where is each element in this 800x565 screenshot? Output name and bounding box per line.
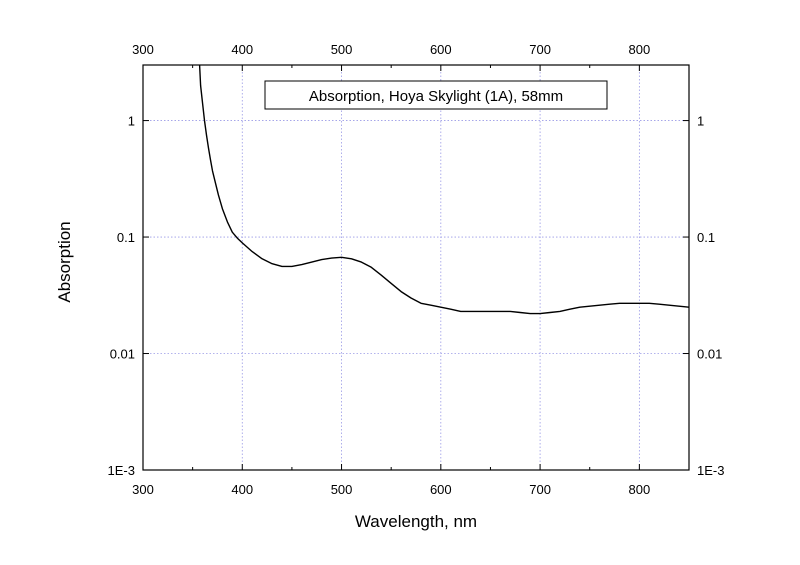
y-tick-label-left: 1 <box>128 114 135 129</box>
axis-ticks <box>142 65 689 471</box>
x-tick-label-bottom: 300 <box>132 482 154 497</box>
y-axis-label: Absorption <box>55 221 74 302</box>
x-tick-label-bottom: 700 <box>529 482 551 497</box>
series-line <box>198 64 690 315</box>
x-tick-label-top: 700 <box>529 42 551 57</box>
x-tick-label-top: 300 <box>132 42 154 57</box>
x-tick-label-bottom: 500 <box>331 482 353 497</box>
x-tick-label-bottom: 400 <box>231 482 253 497</box>
tick-labels: 300 300 400 400 500 500 600 600 700 700 800 800 1E-3… <box>108 42 725 497</box>
x-tick-label-top: 400 <box>231 42 253 57</box>
y-tick-label-right: 0.1 <box>697 230 715 245</box>
y-tick-label-left: 0.1 <box>117 230 135 245</box>
title-box: Absorption, Hoya Skylight (1A), 58mm <box>264 80 608 110</box>
x-tick-label-top: 600 <box>430 42 452 57</box>
x-tick-label-top: 500 <box>331 42 353 57</box>
grid-lines <box>143 65 689 470</box>
x-tick-label-bottom: 800 <box>629 482 651 497</box>
chart-title: Absorption, Hoya Skylight (1A), 58mm <box>309 88 563 105</box>
y-tick-label-right: 0.01 <box>697 347 722 362</box>
x-tick-label-bottom: 600 <box>430 482 452 497</box>
y-tick-label-right: 1 <box>697 114 704 129</box>
x-tick-label-top: 800 <box>629 42 651 57</box>
y-tick-label-left: 1E-3 <box>108 463 135 478</box>
series-layer <box>198 64 690 315</box>
x-axis-label: Wavelength, nm <box>355 512 477 531</box>
y-tick-label-left: 0.01 <box>110 347 135 362</box>
title-box-border <box>264 80 608 110</box>
plot-frame <box>142 64 690 471</box>
y-tick-label-right: 1E-3 <box>697 463 724 478</box>
